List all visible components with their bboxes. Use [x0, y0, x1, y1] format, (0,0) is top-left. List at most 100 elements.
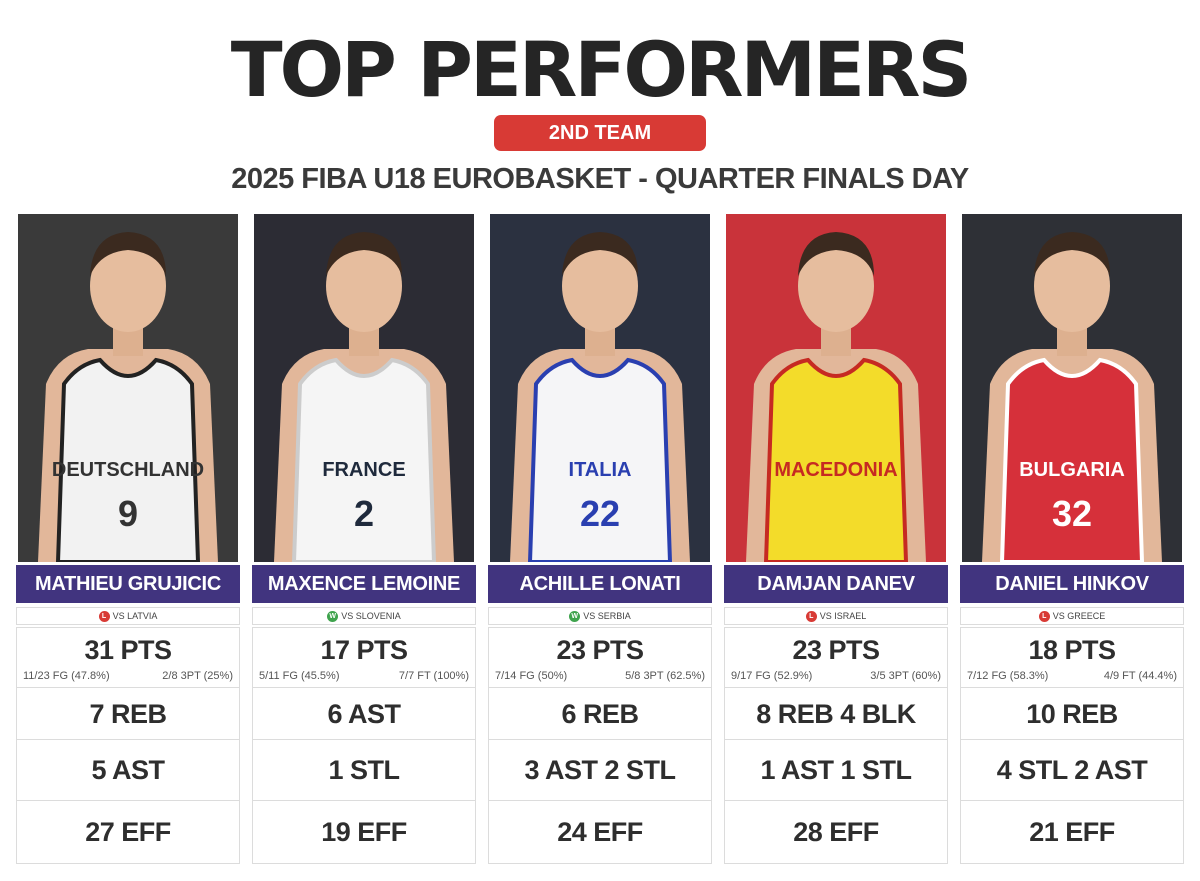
- player-jersey: [527, 357, 673, 562]
- stat-box-4: 28 EFF: [724, 801, 948, 864]
- jersey-text: MACEDONIA: [774, 459, 897, 481]
- game-result: W VS SERBIA: [488, 607, 712, 625]
- player-name: DANIEL HINKOV: [960, 565, 1184, 603]
- page-title: TOP PERFORMERS: [230, 25, 973, 114]
- player-hair: [1034, 232, 1110, 276]
- player-hair: [326, 232, 402, 276]
- points-value: 18 PTS: [1028, 635, 1116, 665]
- points-box: 23 PTS 9/17 FG (52.9%) 3/5 3PT (60%): [724, 627, 948, 688]
- stat-box-2: 7 REB: [16, 688, 240, 740]
- points-value: 23 PTS: [792, 635, 880, 665]
- page-subtitle: 2025 FIBA U18 EUROBASKET - QUARTER FINAL…: [231, 163, 969, 195]
- player-jersey: [763, 357, 909, 562]
- shooting-right: 7/7 FT (100%): [398, 670, 469, 682]
- jersey-text: DEUTSCHLAND: [52, 459, 204, 481]
- stat-value-3: 1 STL: [328, 755, 400, 785]
- player-jersey: [55, 357, 201, 562]
- shooting-left: 7/14 FG (50%): [495, 670, 568, 682]
- stat-value-2: 6 AST: [327, 699, 401, 729]
- shooting-left: 11/23 FG (47.8%): [23, 670, 110, 682]
- shooting-right: 4/9 FT (44.4%): [1103, 670, 1177, 682]
- player-hair: [562, 232, 638, 276]
- stat-value-3: 1 AST 1 STL: [760, 755, 912, 785]
- player-illustration: BULGARIA 32: [962, 214, 1182, 562]
- game-result: L VS GREECE: [960, 607, 1184, 625]
- stat-value-2: 8 REB 4 BLK: [756, 699, 916, 729]
- jersey-number: 22: [580, 493, 620, 534]
- points-box: 31 PTS 11/23 FG (47.8%) 2/8 3PT (25%): [16, 627, 240, 688]
- jersey-number: 9: [118, 493, 138, 534]
- stat-box-2: 10 REB: [960, 688, 1184, 740]
- player-photo: DEUTSCHLAND 9: [18, 214, 238, 562]
- player-photo: BULGARIA 32: [962, 214, 1182, 562]
- stat-box-4: 24 EFF: [488, 801, 712, 864]
- points-value: 23 PTS: [556, 635, 644, 665]
- stat-box-2: 6 REB: [488, 688, 712, 740]
- shooting-right: 5/8 3PT (62.5%): [625, 670, 705, 682]
- player-photo: MACEDONIA: [726, 214, 946, 562]
- stat-value-4: 27 EFF: [85, 817, 171, 847]
- stat-value-3: 3 AST 2 STL: [524, 755, 676, 785]
- game-result: L VS ISRAEL: [724, 607, 948, 625]
- stat-value-4: 24 EFF: [557, 817, 643, 847]
- player-hair: [90, 232, 166, 276]
- player-illustration: FRANCE 2: [254, 214, 474, 562]
- player-head: [562, 240, 638, 332]
- stat-box-3: 3 AST 2 STL: [488, 740, 712, 801]
- jersey-text: BULGARIA: [1019, 459, 1125, 481]
- points-box: 23 PTS 7/14 FG (50%) 5/8 3PT (62.5%): [488, 627, 712, 688]
- player-head: [326, 240, 402, 332]
- stat-value-2: 7 REB: [89, 699, 167, 729]
- player-jersey: [291, 357, 437, 562]
- shooting-right: 3/5 3PT (60%): [870, 670, 941, 682]
- stat-box-3: 5 AST: [16, 740, 240, 801]
- points-value: 31 PTS: [84, 635, 172, 665]
- player-illustration: MACEDONIA: [726, 214, 946, 562]
- player-name: ACHILLE LONATI: [488, 565, 712, 603]
- player-photo: ITALIA 22: [490, 214, 710, 562]
- stat-box-4: 19 EFF: [252, 801, 476, 864]
- stat-box-4: 21 EFF: [960, 801, 1184, 864]
- shooting-left: 5/11 FG (45.5%): [259, 670, 340, 682]
- points-box: 17 PTS 5/11 FG (45.5%) 7/7 FT (100%): [252, 627, 476, 688]
- shooting-right: 2/8 3PT (25%): [162, 670, 233, 682]
- result-badge: W: [327, 611, 339, 623]
- points-value: 17 PTS: [320, 635, 408, 665]
- player-name: DAMJAN DANEV: [724, 565, 948, 603]
- stat-value-3: 5 AST: [91, 755, 165, 785]
- stat-box-3: 1 AST 1 STL: [724, 740, 948, 801]
- stat-value-2: 6 REB: [561, 699, 639, 729]
- player-photo: FRANCE 2: [254, 214, 474, 562]
- jersey-number: 2: [354, 493, 374, 534]
- player-illustration: ITALIA 22: [490, 214, 710, 562]
- stat-value-3: 4 STL 2 AST: [996, 755, 1148, 785]
- shooting-left: 9/17 FG (52.9%): [731, 670, 813, 682]
- stat-box-4: 27 EFF: [16, 801, 240, 864]
- player-hair: [798, 232, 874, 276]
- stat-value-4: 21 EFF: [1029, 817, 1115, 847]
- result-badge: L: [805, 611, 817, 623]
- game-result: W VS SLOVENIA: [252, 607, 476, 625]
- stat-box-3: 1 STL: [252, 740, 476, 801]
- jersey-text: FRANCE: [322, 459, 405, 481]
- stat-box-3: 4 STL 2 AST: [960, 740, 1184, 801]
- opponent-label: VS SLOVENIA: [341, 611, 401, 621]
- player-head: [798, 240, 874, 332]
- team-badge: 2ND TEAM: [494, 115, 706, 151]
- jersey-text: ITALIA: [569, 459, 632, 481]
- player-jersey: [999, 357, 1145, 562]
- stat-box-2: 6 AST: [252, 688, 476, 740]
- opponent-label: VS SERBIA: [583, 611, 631, 621]
- opponent-label: VS LATVIA: [112, 611, 158, 621]
- stat-value-4: 19 EFF: [321, 817, 407, 847]
- player-head: [1034, 240, 1110, 332]
- stat-value-4: 28 EFF: [793, 817, 879, 847]
- result-badge: L: [98, 611, 110, 623]
- player-illustration: DEUTSCHLAND 9: [18, 214, 238, 562]
- player-head: [90, 240, 166, 332]
- points-box: 18 PTS 7/12 FG (58.3%) 4/9 FT (44.4%): [960, 627, 1184, 688]
- result-badge: W: [569, 611, 581, 623]
- jersey-number: 32: [1052, 493, 1092, 534]
- game-result: L VS LATVIA: [16, 607, 240, 625]
